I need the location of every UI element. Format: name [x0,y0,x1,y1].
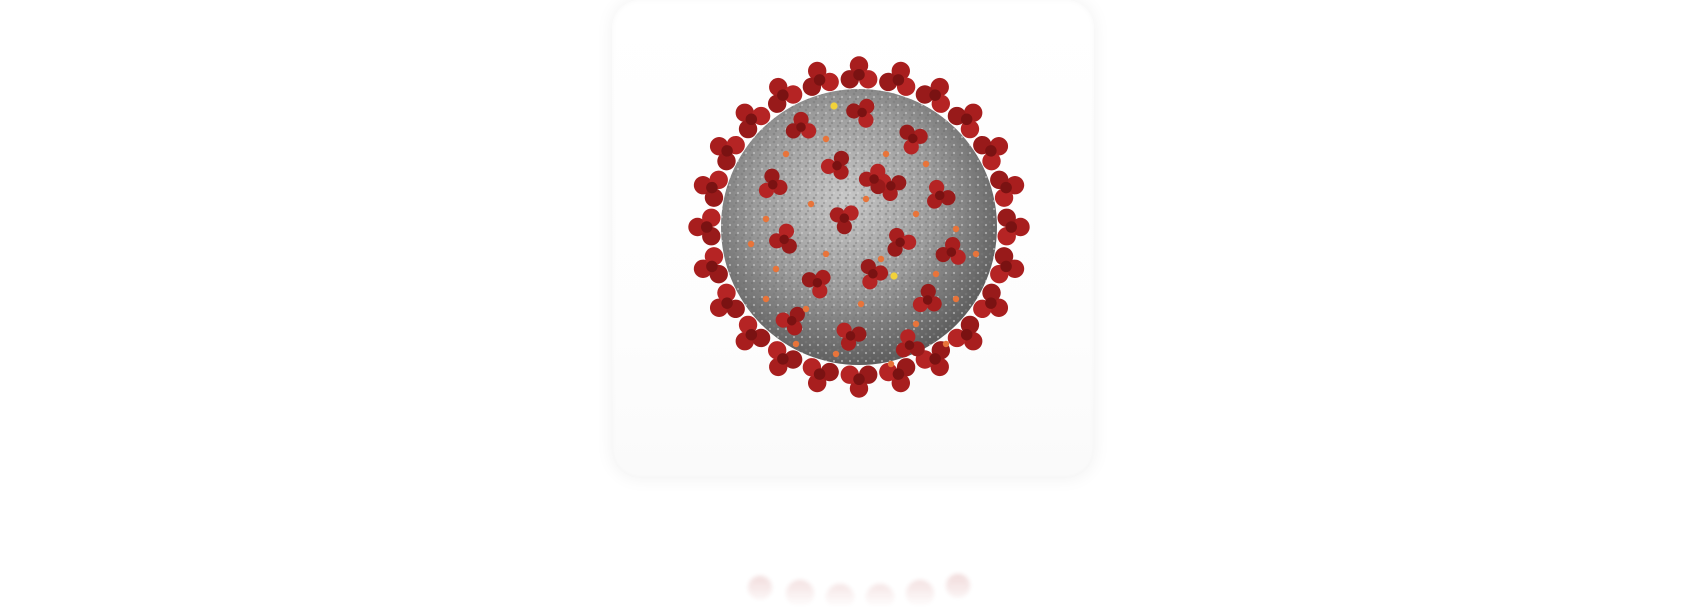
membrane-protein [782,150,790,158]
membrane-protein [802,305,810,313]
spike-protein [997,208,1030,246]
membrane-protein [887,360,895,368]
membrane-protein [912,210,920,218]
spike-protein [840,365,878,398]
envelope-protein [830,102,838,110]
membrane-protein [922,160,930,168]
envelope-protein [890,272,898,280]
membrane-protein [762,295,770,303]
membrane-protein [942,340,950,348]
membrane-protein [972,250,980,258]
spike-protein [840,56,878,89]
membrane-protein [762,215,770,223]
membrane-protein [932,270,940,278]
membrane-protein [882,150,890,158]
membrane-protein [952,225,960,233]
virus-reflection [748,574,970,608]
membrane-protein [952,295,960,303]
membrane-protein [857,300,865,308]
envelope-proteins [830,102,898,280]
membrane-proteins [747,135,980,368]
membrane-protein [862,195,870,203]
membrane-protein [772,265,780,273]
membrane-protein [877,255,885,263]
membrane-protein [832,350,840,358]
membrane-protein [822,250,830,258]
membrane-protein [807,200,815,208]
membrane-protein [912,320,920,328]
membrane-protein [822,135,830,143]
coronavirus-illustration [688,56,1030,398]
spike-protein [688,208,721,246]
membrane-protein [792,340,800,348]
membrane-protein [747,240,755,248]
